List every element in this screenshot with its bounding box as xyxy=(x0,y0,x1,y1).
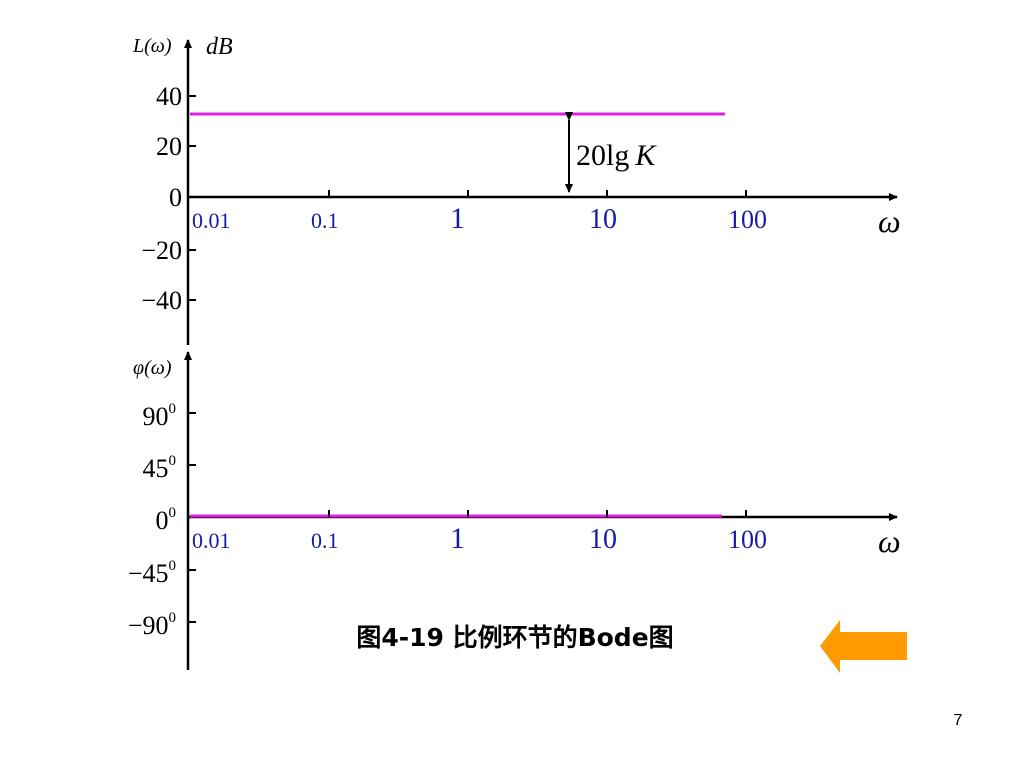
annotation: 20lg K xyxy=(576,139,657,172)
x-tick-label: 10 xyxy=(589,204,617,235)
y-tick-label: −450 xyxy=(128,558,176,588)
caption: 图4-19 比例环节的Bode图 xyxy=(356,623,673,652)
y-tick-base: −45 xyxy=(128,559,169,588)
y-tick-sup: 0 xyxy=(169,453,177,469)
y-tick-base: 45 xyxy=(143,454,169,483)
y-tick-label: 40 xyxy=(156,82,182,111)
y-tick-label: −20 xyxy=(141,236,182,265)
y-unit: dB xyxy=(206,34,233,60)
y-tick-sup: 0 xyxy=(169,401,177,417)
y-tick-base: 0 xyxy=(156,506,169,535)
x-tick-label: 0.01 xyxy=(192,208,231,233)
y-tick-label: 20 xyxy=(156,132,182,161)
y-tick-label: −40 xyxy=(141,286,182,315)
y-tick-base: −90 xyxy=(128,611,169,640)
x-tick-label: 0.1 xyxy=(311,208,339,233)
y-tick-base: 90 xyxy=(143,402,169,431)
y-tick-label: 900 xyxy=(143,401,177,431)
page-number: 7 xyxy=(954,712,963,729)
y-tick-label: 0 xyxy=(169,183,182,212)
x-tick-label: 10 xyxy=(589,524,617,555)
x-tick-label: 100 xyxy=(728,525,767,554)
x-label: ω xyxy=(878,523,901,559)
x-tick-label: 1 xyxy=(450,522,465,555)
annotation-symbol: K xyxy=(634,139,657,172)
y-label: L(ω) xyxy=(132,35,172,57)
x-label: ω xyxy=(878,203,901,239)
y-tick-label: 00 xyxy=(156,505,177,535)
y-tick-sup: 0 xyxy=(169,505,177,521)
annotation-text: 20lg xyxy=(576,139,629,172)
x-tick-label: 0.1 xyxy=(311,528,339,553)
y-label: φ(ω) xyxy=(133,357,172,379)
y-tick-sup: 0 xyxy=(169,610,177,626)
x-tick-label: 0.01 xyxy=(192,528,231,553)
y-tick-sup: 0 xyxy=(169,558,177,574)
y-tick-label: −900 xyxy=(128,610,176,640)
y-tick-label: 450 xyxy=(143,453,177,483)
back-button[interactable] xyxy=(820,620,907,673)
x-tick-label: 1 xyxy=(450,202,465,235)
x-tick-label: 100 xyxy=(728,205,767,234)
